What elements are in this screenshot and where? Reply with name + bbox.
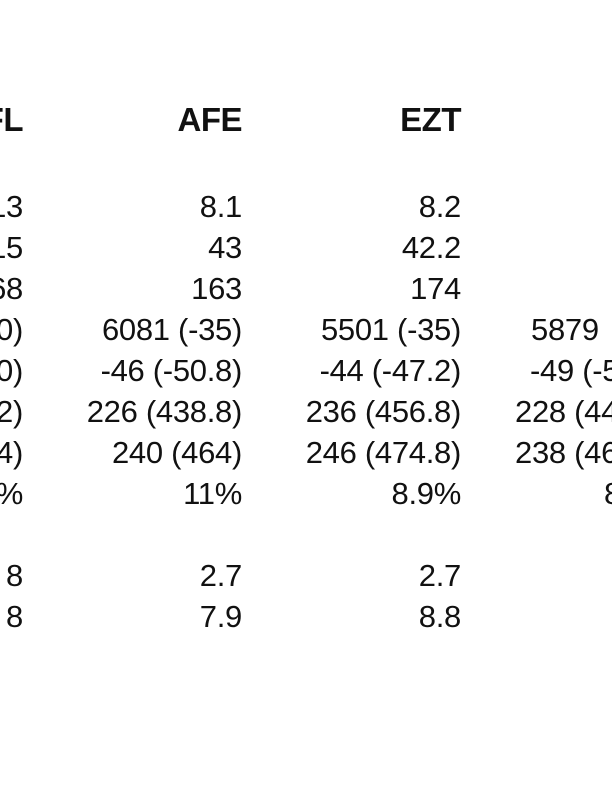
table-cell: 11% (183, 476, 242, 511)
table-cell: 2) (0, 394, 23, 429)
table-cell: 246 (474.8) (305, 435, 462, 470)
table-cell: 236 (456.8) (305, 394, 462, 429)
column-4: 5879 -49 (-5 228 (44 238 (46 8 (505, 0, 612, 800)
table-cell: -44 (-47.2) (319, 353, 462, 388)
table-cell: 8.1 (199, 189, 243, 224)
table-cell: 7.9 (199, 599, 243, 634)
table-cell: 0) (0, 312, 23, 347)
table-cell: 8.2 (418, 189, 462, 224)
table-cell: 8 (604, 476, 612, 512)
table-cell: 42.2 (401, 230, 461, 265)
table-cell: 238 (46 (515, 435, 612, 470)
column-header: EZT (400, 101, 461, 138)
column-1: FL 13 15 68 0) 0) 2) 4) % 8 8 (0, 0, 24, 800)
table-cell: 43 (208, 230, 242, 265)
table-cell: 68 (0, 271, 23, 306)
table-cell: 5879 (531, 312, 599, 347)
table-cell: 6081 (-35) (101, 312, 242, 347)
table-cell: 8.8 (418, 599, 462, 634)
table-cell: 163 (191, 271, 242, 306)
table-cell: 226 (438.8) (86, 394, 243, 429)
column-header: FL (0, 101, 24, 138)
table-cell: 8 (6, 599, 23, 634)
table-cell: 174 (410, 271, 461, 306)
table-cell: 8.9% (391, 476, 462, 511)
table-cell: 15 (0, 230, 23, 265)
table-cell: 0) (0, 353, 23, 388)
column-afe: AFE 8.1 43 163 6081 (-35) -46 (-50.8) 22… (60, 0, 243, 800)
table-cell: -46 (-50.8) (100, 353, 243, 388)
table-cell: 240 (464) (111, 435, 242, 470)
column-header: AFE (177, 101, 243, 138)
table-cell: 2.7 (418, 558, 462, 593)
table-cell: 13 (0, 189, 23, 224)
table-cell: 4) (0, 435, 23, 470)
table-cell: -49 (-5 (530, 353, 612, 388)
table-cell: 228 (44 (515, 394, 612, 429)
table-cell: 5501 (-35) (320, 312, 461, 347)
table-cell: 2.7 (199, 558, 243, 593)
column-ezt: EZT 8.2 42.2 174 5501 (-35) -44 (-47.2) … (280, 0, 462, 800)
table-cell: 8 (6, 558, 23, 593)
table-cell: % (0, 476, 23, 512)
